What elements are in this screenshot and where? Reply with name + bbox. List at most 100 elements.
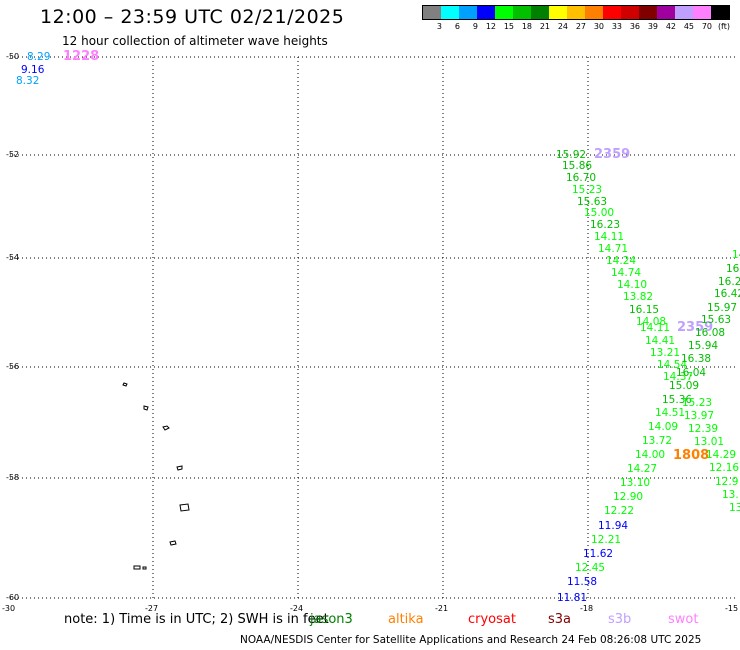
legend-swatches	[422, 5, 730, 20]
legend-swatch	[603, 6, 621, 19]
wave-height-label: 12.16	[709, 462, 739, 474]
wave-height-label: 14.08	[636, 316, 666, 328]
lat-tick-label: -50	[6, 52, 20, 61]
wave-height-label: 15.63	[701, 314, 731, 326]
island-outline	[176, 465, 183, 471]
wave-height-label: 14.37	[663, 371, 693, 383]
legend-label: 70	[701, 22, 712, 31]
legend-swatch	[441, 6, 459, 19]
wave-height-label: 16.15	[629, 304, 659, 316]
legend-swatch	[639, 6, 657, 19]
legend-label: 9	[472, 22, 478, 31]
wave-height-label: 14.09	[648, 421, 678, 433]
satellite-name-s3b: s3b	[608, 612, 632, 627]
wave-height-label: 16.42	[714, 288, 740, 300]
legend-swatch	[657, 6, 675, 19]
wave-height-label: 13.10	[620, 477, 650, 489]
wave-height-label: 13.72	[642, 435, 672, 447]
legend-label: 39	[647, 22, 658, 31]
wave-height-label: 11.81	[557, 592, 587, 604]
legend-swatch	[513, 6, 531, 19]
lon-tick-label: -24	[290, 604, 304, 613]
lat-tick-label: -54	[6, 253, 20, 262]
legend-label: 30	[593, 22, 604, 31]
wave-height-label: 14.11	[640, 322, 670, 334]
legend-swatch	[675, 6, 693, 19]
lon-tick-label: -21	[435, 604, 449, 613]
satellite-name-jason3: jason3	[310, 612, 353, 627]
island-outline	[143, 405, 149, 411]
wave-height-label: 12.22	[604, 505, 634, 517]
wave-height-label: 12.45	[575, 562, 605, 574]
wave-height-label: 14.10	[617, 279, 647, 291]
satellite-name-altika: altika	[388, 612, 424, 627]
wave-height-label: 8.29	[27, 51, 50, 63]
legend-label: 18	[521, 22, 532, 31]
wave-height-label: 13.82	[623, 291, 653, 303]
wave-height-label: 13.01	[694, 436, 724, 448]
wave-height-label: 16.23	[590, 219, 620, 231]
wave-height-label: 15.09	[669, 380, 699, 392]
legend-swatch	[495, 6, 513, 19]
wave-height-label: 15.92	[556, 149, 586, 161]
wave-height-label: 14	[732, 249, 740, 261]
legend-swatch	[531, 6, 549, 19]
wave-height-label: 12.39	[688, 423, 718, 435]
lon-tick-label: -30	[2, 604, 16, 613]
legend-label: 15	[503, 22, 514, 31]
legend-swatch	[711, 6, 729, 19]
time-stamp-label: 2359	[677, 320, 713, 335]
legend-swatch	[459, 6, 477, 19]
lon-tick-label: -27	[145, 604, 159, 613]
legend-swatch	[477, 6, 495, 19]
legend-label: 42	[665, 22, 676, 31]
grid-lines	[10, 56, 735, 600]
island-outlines	[122, 382, 190, 570]
legend-labels: 3 6 9 12 15 18 21 24 27 30 33 36 39 42 45 70 (ft)	[422, 22, 730, 31]
lon-tick-label: -18	[580, 604, 594, 613]
legend-label: 12	[485, 22, 496, 31]
lat-tick-label: -58	[6, 473, 20, 482]
island-outline	[162, 425, 170, 431]
wave-height-label: 14.74	[611, 267, 641, 279]
wave-height-label: 16.2	[718, 276, 740, 288]
page-title: 12:00 – 23:59 UTC 02/21/2025	[40, 6, 345, 28]
lat-tick-label: -52	[6, 150, 20, 159]
wave-height-label: 15.63	[577, 196, 607, 208]
wave-height-label: 11.58	[567, 576, 597, 588]
legend-swatch	[423, 6, 441, 19]
wave-height-label: 12.9	[715, 476, 738, 488]
wave-height-label: 14.27	[627, 463, 657, 475]
legend-swatch	[549, 6, 567, 19]
legend-label: 33	[611, 22, 622, 31]
island-outline	[133, 565, 147, 570]
wave-height-label: 14.11	[594, 231, 624, 243]
wave-height-label: 14.24	[606, 255, 636, 267]
wave-height-label: 15.94	[688, 340, 718, 352]
legend-label: (ft)	[717, 22, 730, 31]
wave-height-label: 16.70	[566, 172, 596, 184]
satellite-name-s3a: s3a	[548, 612, 572, 627]
island-outline	[122, 382, 128, 387]
legend-label: 24	[557, 22, 568, 31]
wave-height-label: 13	[729, 502, 740, 514]
wave-height-label: 15.36	[662, 394, 692, 406]
satellite-name-cryosat: cryosat	[468, 612, 516, 627]
page-subtitle: 12 hour collection of altimeter wave hei…	[62, 34, 328, 48]
legend-label: 45	[683, 22, 694, 31]
wave-height-label: 15.23	[572, 184, 602, 196]
wave-height-label: 13.	[722, 489, 739, 501]
wave-height-label: 14.29	[706, 449, 736, 461]
color-legend: 3 6 9 12 15 18 21 24 27 30 33 36 39 42 45 70 (ft)	[422, 5, 730, 31]
lon-tick-label: -15	[725, 604, 739, 613]
wave-height-label: 14.41	[645, 335, 675, 347]
island-outline	[169, 540, 177, 546]
time-stamp-label: 1228	[63, 49, 99, 64]
wave-height-label: 16.08	[695, 327, 725, 339]
time-stamp-label: 2359	[594, 147, 630, 162]
footer-credit: NOAA/NESDIS Center for Satellite Applica…	[240, 634, 702, 646]
legend-swatch	[693, 6, 711, 19]
wave-height-label: 14.54	[657, 359, 687, 371]
note-text: note: 1) Time is in UTC; 2) SWH is in fe…	[64, 612, 329, 627]
